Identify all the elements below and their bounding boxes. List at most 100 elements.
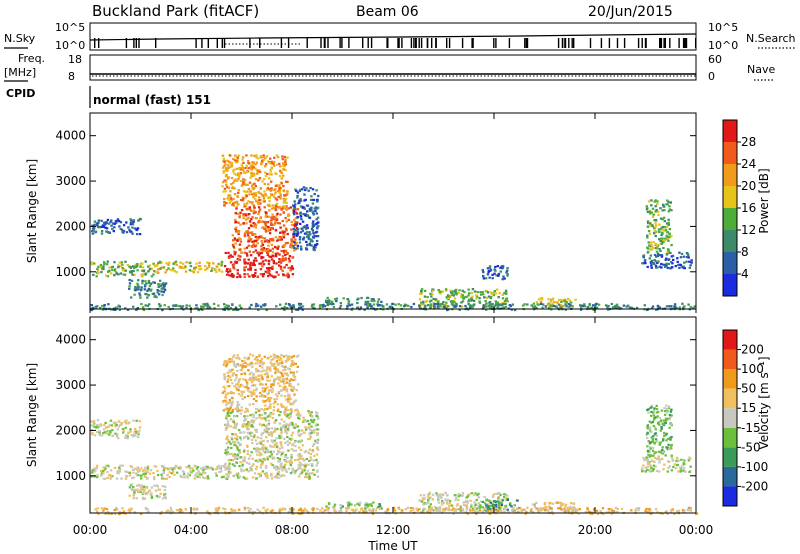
power-echo-cell: [284, 302, 288, 305]
velocity-echo-cell: [225, 365, 228, 368]
power-echo-cell: [93, 227, 96, 230]
velocity-echo-cell: [316, 433, 319, 436]
power-echo-cell: [243, 251, 246, 254]
velocity-echo-cell: [249, 469, 252, 472]
power-echo-cell: [251, 263, 255, 266]
power-echo-cell: [257, 196, 261, 199]
velocity-echo-cell: [233, 437, 237, 440]
velocity-echo-cell: [301, 457, 305, 460]
velocity-echo-cell: [245, 461, 249, 464]
power-echo-cell: [107, 303, 110, 306]
power-echo-cell: [299, 199, 303, 202]
velocity-echo-cell: [340, 510, 343, 513]
power-echo-cell: [179, 305, 182, 308]
velocity-echo-cell: [231, 433, 234, 436]
power-echo-cell: [439, 292, 442, 295]
velocity-echo-cell: [588, 510, 591, 514]
velocity-echo-cell: [133, 491, 136, 494]
velocity-echo-cell: [325, 505, 328, 508]
velocity-echo-cell: [135, 419, 138, 422]
power-echo-cell: [147, 287, 151, 290]
power-echo-cell: [198, 261, 201, 264]
velocity-echo-cell: [659, 420, 662, 423]
velocity-echo-cell: [215, 474, 218, 477]
power-echo-cell: [129, 230, 132, 233]
velocity-echo-cell: [92, 421, 95, 424]
power-echo-cell: [670, 209, 673, 212]
velocity-echo-cell: [499, 499, 503, 502]
velocity-echo-cell: [650, 431, 653, 434]
velocity-echo-cell: [290, 364, 293, 367]
velocity-echo-cell: [235, 374, 238, 377]
power-echo-cell: [439, 290, 442, 293]
velocity-echo-cell: [296, 409, 299, 412]
power-echo-cell: [254, 305, 258, 308]
velocity-echo-cell: [441, 499, 444, 503]
velocity-echo-cell: [176, 471, 179, 474]
power-echo-cell: [258, 208, 262, 211]
power-echo-cell: [666, 235, 669, 239]
power-echo-cell: [141, 306, 145, 309]
power-echo-cell: [665, 222, 669, 225]
velocity-echo-cell: [296, 365, 299, 368]
velocity-echo-cell: [564, 503, 568, 506]
power-echo-cell: [537, 298, 541, 301]
velocity-echo-cell: [367, 503, 370, 506]
power-echo-cell: [243, 171, 247, 175]
velocity-echo-cell: [235, 457, 239, 460]
power-echo-cell: [495, 303, 498, 306]
power-echo-cell: [429, 306, 432, 310]
velocity-echo-cell: [247, 424, 251, 427]
power-echo-cell: [247, 258, 250, 261]
velocity-echo-cell: [249, 454, 252, 457]
power-echo-cell: [498, 303, 501, 306]
power-echo-cell: [252, 243, 255, 247]
power-echo-cell: [147, 279, 151, 283]
velocity-echo-cell: [531, 503, 535, 506]
velocity-echo-cell: [142, 472, 145, 476]
velocity-echo-cell: [236, 363, 239, 366]
velocity-echo-cell: [274, 400, 277, 403]
velocity-echo-cell: [545, 506, 548, 509]
velocity-echo-cell: [214, 472, 218, 475]
velocity-echo-cell: [283, 474, 286, 477]
velocity-echo-cell: [283, 372, 287, 375]
power-echo-cell: [292, 239, 296, 242]
velocity-echo-cell: [289, 462, 292, 465]
power-echo-cell: [162, 266, 165, 269]
power-echo-cell: [445, 301, 448, 304]
power-echo-cell: [667, 239, 670, 242]
power-echo-cell: [476, 291, 479, 294]
velocity-echo-cell: [290, 456, 293, 459]
velocity-echo-cell: [273, 362, 276, 365]
velocity-echo-cell: [681, 464, 684, 467]
power-echo-cell: [271, 213, 274, 216]
velocity-echo-cell: [307, 451, 310, 454]
velocity-echo-cell: [156, 496, 160, 499]
velocity-echo-cell: [268, 379, 271, 382]
power-echo-cell: [226, 197, 229, 200]
power-echo-cell: [526, 303, 529, 306]
power-echo-cell: [294, 188, 297, 191]
power-echo-cell: [286, 192, 289, 195]
velocity-echo-cell: [578, 508, 581, 511]
power-echo-cell: [286, 232, 289, 236]
velocity-echo-cell: [497, 492, 500, 495]
power-echo-cell: [254, 249, 258, 252]
velocity-echo-cell: [275, 397, 278, 401]
power-echo-cell: [253, 206, 256, 209]
power-echo-cell: [249, 261, 252, 264]
power-echo-cell: [658, 230, 661, 234]
velocity-echo-cell: [647, 408, 650, 411]
power-echo-cell: [316, 206, 320, 209]
velocity-echo-cell: [280, 430, 283, 433]
power-echo-cell: [294, 248, 297, 251]
velocity-echo-cell: [252, 426, 255, 429]
velocity-echo-cell: [461, 509, 465, 512]
power-echo-cell: [422, 300, 425, 303]
velocity-echo-cell: [231, 368, 234, 371]
power-echo-cell: [260, 163, 263, 166]
velocity-echo-cell: [316, 412, 319, 415]
power-echo-cell: [305, 228, 308, 231]
power-echo-cell: [235, 200, 239, 203]
